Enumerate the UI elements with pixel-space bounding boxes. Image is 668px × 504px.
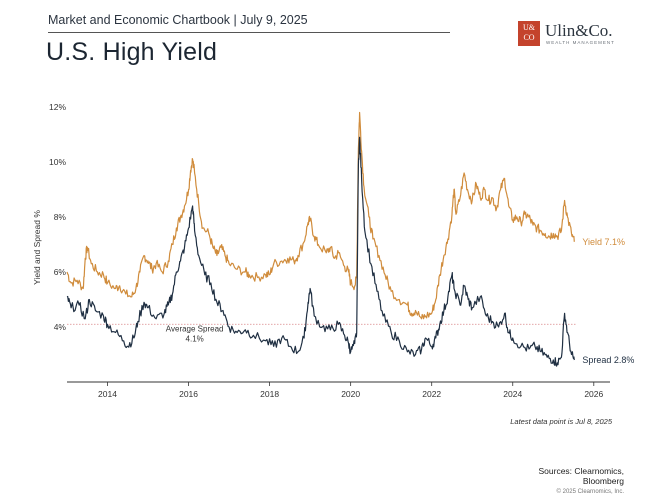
y-tick-label: 8% xyxy=(54,212,67,222)
x-tick-label: 2016 xyxy=(179,389,198,399)
sources-text: Sources: Clearnomics, Bloomberg xyxy=(464,466,624,486)
spread-end-label: Spread 2.8% xyxy=(582,355,634,365)
logo-subtitle: WEALTH MANAGEMENT xyxy=(546,40,615,45)
y-axis-label: Yield and Spread % xyxy=(32,210,42,285)
copyright-text: © 2025 Clearnomics, Inc. xyxy=(556,489,624,495)
chartbook-header: Market and Economic Chartbook | July 9, … xyxy=(48,13,308,27)
x-tick-label: 2014 xyxy=(98,389,117,399)
spread-line xyxy=(66,136,575,367)
x-tick-label: 2022 xyxy=(422,389,441,399)
sources-line-1: Sources: Clearnomics, xyxy=(538,466,624,476)
y-tick-label: 4% xyxy=(54,322,67,332)
logo-mark: U& CO xyxy=(518,21,540,46)
x-tick-label: 2018 xyxy=(260,389,279,399)
sources-line-2: Bloomberg xyxy=(582,476,624,486)
header-divider xyxy=(48,32,450,33)
x-tick-label: 2026 xyxy=(584,389,603,399)
page-title: U.S. High Yield xyxy=(46,38,218,66)
latest-data-note: Latest data point is Jul 8, 2025 xyxy=(510,417,612,426)
average-spread-label: Average Spread xyxy=(166,324,224,333)
y-tick-label: 12% xyxy=(49,102,66,112)
yield-line xyxy=(66,111,575,320)
average-spread-value: 4.1% xyxy=(186,334,204,343)
x-tick-label: 2020 xyxy=(341,389,360,399)
logo-name: Ulin&Co. xyxy=(545,21,613,40)
y-tick-label: 6% xyxy=(54,267,67,277)
x-tick-label: 2024 xyxy=(503,389,522,399)
y-tick-label: 10% xyxy=(49,157,66,167)
yield-end-label: Yield 7.1% xyxy=(582,237,625,247)
company-logo: U& CO Ulin&Co. WEALTH MANAGEMENT xyxy=(518,21,628,49)
